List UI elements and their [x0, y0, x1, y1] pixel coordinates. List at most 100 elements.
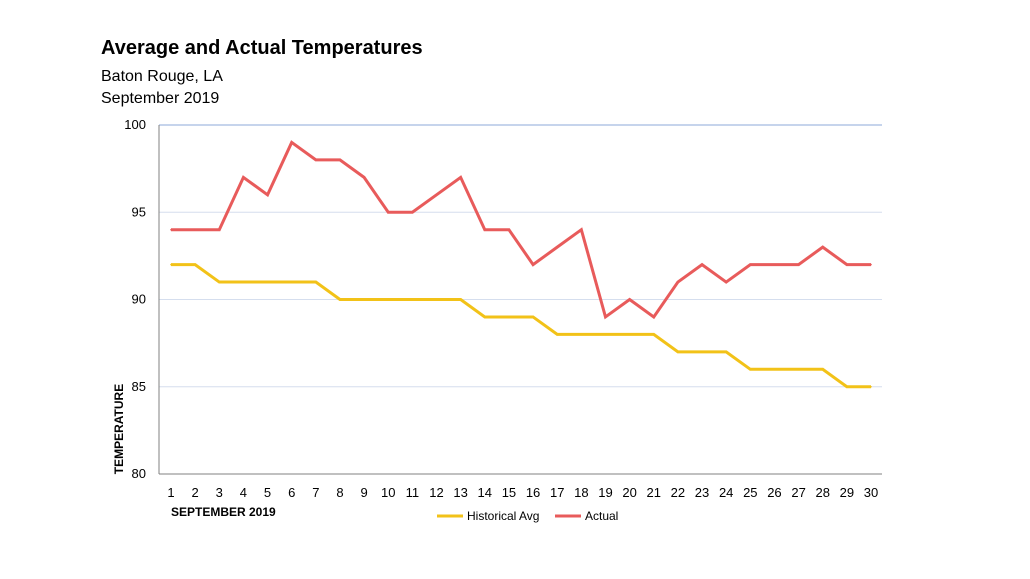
- data-point: [797, 368, 800, 371]
- data-point: [411, 211, 414, 214]
- y-tick-label: 100: [124, 117, 146, 132]
- data-point: [459, 176, 462, 179]
- chart-subtitle-location: Baton Rouge, LA: [101, 68, 223, 85]
- data-point: [652, 333, 655, 336]
- legend-label: Actual: [585, 509, 618, 523]
- y-tick-label: 80: [132, 466, 146, 481]
- x-axis-label: SEPTEMBER 2019: [171, 505, 276, 519]
- data-point: [870, 385, 872, 388]
- x-tick-label: 23: [695, 485, 709, 500]
- data-point: [218, 228, 221, 231]
- data-point: [604, 316, 607, 318]
- x-tick-label: 19: [598, 485, 612, 500]
- data-point: [821, 368, 824, 371]
- y-tick-label: 85: [132, 379, 146, 394]
- data-point: [363, 298, 365, 301]
- data-point: [725, 281, 727, 283]
- data-point: [701, 351, 703, 353]
- x-tick-label: 9: [360, 485, 367, 500]
- data-point: [773, 368, 776, 371]
- x-tick-label: 2: [192, 485, 199, 500]
- data-point: [628, 333, 631, 336]
- data-point: [387, 298, 390, 301]
- data-point: [556, 333, 559, 336]
- data-point: [435, 194, 438, 196]
- x-tick-label: 17: [550, 485, 564, 500]
- y-tick-labels: 80 85 90 95 100: [124, 117, 146, 481]
- data-point: [194, 263, 196, 266]
- x-tick-label: 1: [167, 485, 174, 500]
- data-point: [604, 333, 607, 336]
- y-axis-label: TEMPERATURE: [112, 384, 126, 474]
- data-point: [508, 228, 510, 231]
- data-point: [749, 263, 752, 266]
- x-tick-label: 25: [743, 485, 757, 500]
- x-tick-label: 18: [574, 485, 588, 500]
- x-tick-label: 30: [864, 485, 878, 500]
- data-point: [628, 298, 631, 301]
- data-point: [846, 385, 848, 388]
- data-point: [701, 263, 703, 266]
- data-point: [363, 176, 365, 179]
- data-point: [677, 281, 679, 283]
- data-point: [339, 298, 341, 301]
- data-point: [773, 263, 776, 266]
- data-point: [749, 368, 752, 371]
- x-tick-label: 20: [622, 485, 636, 500]
- x-tick-label: 26: [767, 485, 781, 500]
- legend-item: Actual: [555, 509, 618, 523]
- data-point: [170, 228, 172, 231]
- data-point: [677, 351, 679, 353]
- x-tick-label: 24: [719, 485, 733, 500]
- x-tick-label: 14: [478, 485, 492, 500]
- data-point: [266, 281, 269, 283]
- data-point: [290, 141, 293, 144]
- data-point: [435, 298, 438, 301]
- x-tick-label: 7: [312, 485, 319, 500]
- legend: Historical Avg Actual: [437, 509, 618, 523]
- chart-subtitle-date: September 2019: [101, 90, 220, 107]
- data-point: [797, 263, 800, 266]
- x-tick-label: 8: [336, 485, 343, 500]
- legend-item: Historical Avg: [437, 509, 539, 523]
- data-point: [387, 211, 390, 214]
- data-point: [315, 159, 317, 161]
- x-tick-label: 21: [647, 485, 661, 500]
- x-tick-label: 5: [264, 485, 271, 500]
- data-point: [218, 281, 221, 283]
- axes: [158, 125, 882, 475]
- chart-title: Average and Actual Temperatures: [101, 37, 423, 59]
- x-tick-labels: 1 2 3 4 5 6 7 8 9 10 11 12 13 14 15 16 17 18 19 20 21 22 23 24 2…: [167, 485, 878, 500]
- data-point: [580, 228, 583, 231]
- data-point: [532, 316, 534, 318]
- x-tick-label: 11: [406, 485, 420, 500]
- x-tick-label: 15: [502, 485, 516, 500]
- data-point: [508, 316, 510, 318]
- gridlines: [159, 124, 882, 388]
- data-point: [821, 246, 824, 248]
- x-tick-label: 3: [216, 485, 223, 500]
- data-point: [556, 246, 559, 248]
- title-block: Average and Actual Temperatures Baton Ro…: [101, 36, 423, 110]
- series-line-1: [171, 140, 871, 320]
- data-point: [339, 159, 341, 161]
- series-line-0: [171, 263, 871, 389]
- data-point: [846, 263, 848, 266]
- y-tick-label: 90: [132, 292, 146, 307]
- x-tick-label: 13: [453, 485, 467, 500]
- x-tick-label: 4: [240, 485, 247, 500]
- data-point: [532, 263, 534, 266]
- y-tick-label: 95: [132, 204, 146, 219]
- x-tick-label: 10: [381, 485, 395, 500]
- legend-label: Historical Avg: [467, 509, 539, 523]
- x-tick-label: 29: [840, 485, 854, 500]
- data-point: [290, 281, 293, 283]
- data-point: [242, 176, 245, 179]
- data-point: [170, 263, 172, 266]
- x-tick-label: 28: [815, 485, 829, 500]
- data-point: [483, 228, 486, 231]
- x-tick-label: 16: [526, 485, 540, 500]
- x-tick-label: 27: [791, 485, 805, 500]
